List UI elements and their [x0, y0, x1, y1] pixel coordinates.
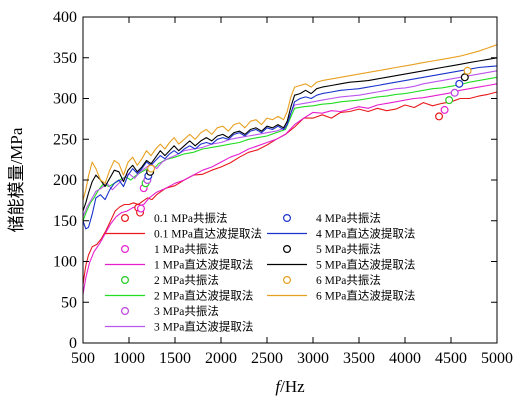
series-marker-12-1 [463, 66, 472, 75]
x-tick-label-1: 1000 [113, 350, 145, 367]
series-line-7 [82, 70, 498, 217]
x-axis-label-unit: /Hz [280, 377, 305, 396]
legend-marker-10 [283, 245, 292, 254]
legend-marker-0 [120, 214, 129, 223]
legend-label-6: 3 MPa共振法 [154, 304, 219, 318]
y-tick-labels: 0 50 100 150 200 250 300 350 400 [53, 9, 77, 352]
series-line-13 [82, 44, 498, 201]
x-tick-label-8: 4500 [435, 350, 467, 367]
plot-markers [134, 66, 472, 217]
x-tick-label-2: 1500 [159, 350, 191, 367]
y-tick-label-5: 250 [53, 131, 77, 148]
series-line-11 [82, 57, 498, 212]
series-marker-12-0 [147, 164, 156, 173]
legend-label-1: 0.1 MPa直达波提取法 [154, 227, 262, 241]
legend-marker-2 [120, 245, 129, 254]
y-axis-label: 储能模量/MPa [7, 127, 26, 232]
series-line-9 [82, 65, 498, 230]
series-marker-0-2 [435, 112, 444, 121]
y-tick-label-7: 350 [53, 50, 77, 67]
y-tick-label-0: 0 [69, 335, 77, 352]
y-tick-label-4: 200 [53, 172, 77, 189]
x-tick-label-3: 2000 [205, 350, 237, 367]
x-axis-label-italic: f [275, 377, 282, 396]
y-tick-label-2: 100 [53, 254, 77, 271]
legend-label-5: 2 MPa直达波提取法 [154, 289, 253, 303]
legend-label-2: 1 MPa共振法 [154, 242, 219, 256]
legend-marker-8 [283, 214, 292, 223]
series-marker-2-0 [136, 204, 145, 213]
legend-label-8: 4 MPa共振法 [316, 211, 381, 225]
y-tick-label-1: 50 [61, 294, 77, 311]
x-tick-labels: 500 1000 1500 2000 2500 3000 3500 4000 4500 5000 [71, 350, 513, 367]
legend-label-0: 0.1 MPa共振法 [154, 211, 227, 225]
x-tick-label-9: 5000 [481, 350, 513, 367]
y-tick-label-8: 400 [53, 9, 77, 26]
series-marker-4-1 [445, 96, 454, 105]
legend-marker-4 [120, 276, 129, 285]
legend-label-4: 2 MPa共振法 [154, 273, 219, 287]
legend-label-9: 4 MPa直达波提取法 [316, 227, 415, 241]
x-tick-label-7: 4000 [389, 350, 421, 367]
legend-label-13: 6 MPa直达波提取法 [316, 289, 415, 303]
series-marker-8-1 [455, 79, 464, 88]
legend-label-3: 1 MPa直达波提取法 [154, 258, 253, 272]
series-line-1 [82, 91, 498, 285]
x-tick-label-5: 3000 [297, 350, 329, 367]
x-axis-label: f/Hz [275, 377, 305, 396]
y-tick-label-6: 300 [53, 91, 77, 108]
legend-label-11: 5 MPa直达波提取法 [316, 258, 415, 272]
x-tick-label-6: 3500 [343, 350, 375, 367]
legend-label-12: 6 MPa共振法 [316, 273, 381, 287]
legend-label-10: 5 MPa共振法 [316, 242, 381, 256]
y-tick-label-3: 150 [53, 213, 77, 230]
series-marker-10-1 [460, 73, 469, 82]
series-marker-6-1 [450, 88, 459, 97]
legend-marker-12 [283, 276, 292, 285]
x-tick-label-0: 500 [71, 350, 95, 367]
legend-label-7: 3 MPa直达波提取法 [154, 320, 253, 334]
axis-ticks [82, 16, 498, 344]
legend-marker-6 [120, 307, 129, 316]
series-line-3 [82, 83, 498, 295]
series-marker-2-2 [440, 105, 449, 114]
x-tick-label-4: 2500 [251, 350, 283, 367]
plot-lines [82, 44, 498, 295]
